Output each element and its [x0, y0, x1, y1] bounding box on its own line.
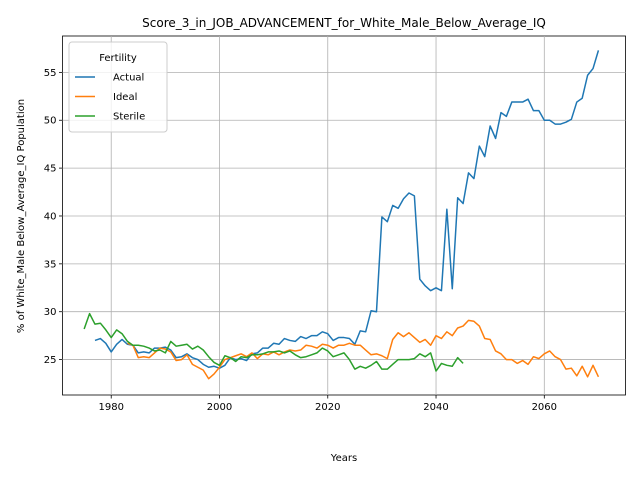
x-axis-label: Years: [330, 453, 357, 464]
x-axis-ticks: 1980 2000 2020 2040 2060: [98, 395, 557, 413]
y-tick-label: 40: [44, 211, 57, 222]
y-tick-label: 55: [44, 68, 57, 79]
x-tick-label: 1980: [98, 402, 123, 413]
y-tick-label: 45: [44, 164, 57, 175]
legend-label-sterile: Sterile: [113, 112, 145, 123]
legend-entries: Actual Ideal Sterile: [75, 73, 145, 123]
legend-box: [68, 41, 168, 133]
y-axis-ticks: 25 30 35 40 45 50 55: [44, 68, 63, 366]
x-tick-label: 2040: [423, 402, 448, 413]
legend-title: Fertility: [99, 53, 137, 64]
legend-label-actual: Actual: [113, 73, 144, 84]
series-lines: [83, 50, 600, 380]
legend: Fertility Actual Ideal Sterile: [68, 41, 168, 133]
chart-title: Score_3_in_JOB_ADVANCEMENT_for_White_Mal…: [142, 16, 546, 30]
y-tick-label: 30: [44, 307, 57, 318]
x-tick-label: 2060: [532, 402, 557, 413]
series-line-ideal: [127, 319, 600, 380]
x-tick-label: 2000: [207, 402, 232, 413]
legend-label-ideal: Ideal: [113, 92, 137, 103]
series-line-actual: [94, 50, 600, 369]
x-tick-label: 2020: [315, 402, 340, 413]
y-tick-label: 35: [44, 259, 57, 270]
series-line-sterile: [83, 312, 464, 372]
y-axis-label: % of White_Male Below_Average_IQ Populat…: [16, 99, 27, 333]
y-tick-label: 25: [44, 355, 57, 366]
y-tick-label: 50: [44, 116, 57, 127]
